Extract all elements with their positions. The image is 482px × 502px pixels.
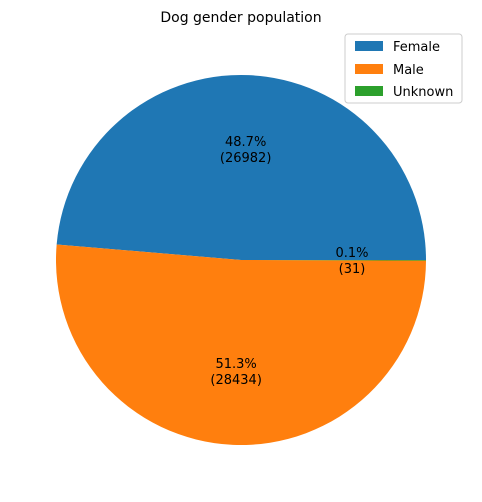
- slice-label-male: 51.3% (28434): [210, 357, 262, 388]
- slice-labels: 48.7% (26982) 51.3% (28434) 0.1% (31): [210, 135, 368, 388]
- pie-slices: [56, 74, 426, 445]
- slice-count-male: (28434): [210, 373, 262, 388]
- slice-percent-female: 48.7%: [225, 135, 266, 150]
- pie-slice-unknown: [241, 260, 426, 261]
- slice-count-female: (26982): [220, 151, 272, 166]
- chart-title: Dog gender population: [160, 10, 321, 26]
- legend: Female Male Unknown: [344, 33, 463, 104]
- legend-label-unknown: Unknown: [393, 85, 453, 100]
- legend-label-female: Female: [393, 40, 440, 55]
- slice-count-unknown: (31): [339, 262, 366, 277]
- slice-label-female: 48.7% (26982): [220, 135, 272, 166]
- legend-swatch-female: [355, 41, 383, 51]
- slice-percent-unknown: 0.1%: [335, 246, 368, 261]
- legend-swatch-unknown: [355, 86, 383, 96]
- pie-slice-female: [56, 74, 426, 260]
- legend-frame: [344, 33, 463, 104]
- slice-label-unknown: 0.1% (31): [335, 246, 368, 277]
- legend-label-male: Male: [393, 63, 424, 78]
- legend-swatch-male: [355, 64, 383, 74]
- pie-slice-male: [56, 244, 426, 445]
- slice-percent-male: 51.3%: [215, 357, 256, 372]
